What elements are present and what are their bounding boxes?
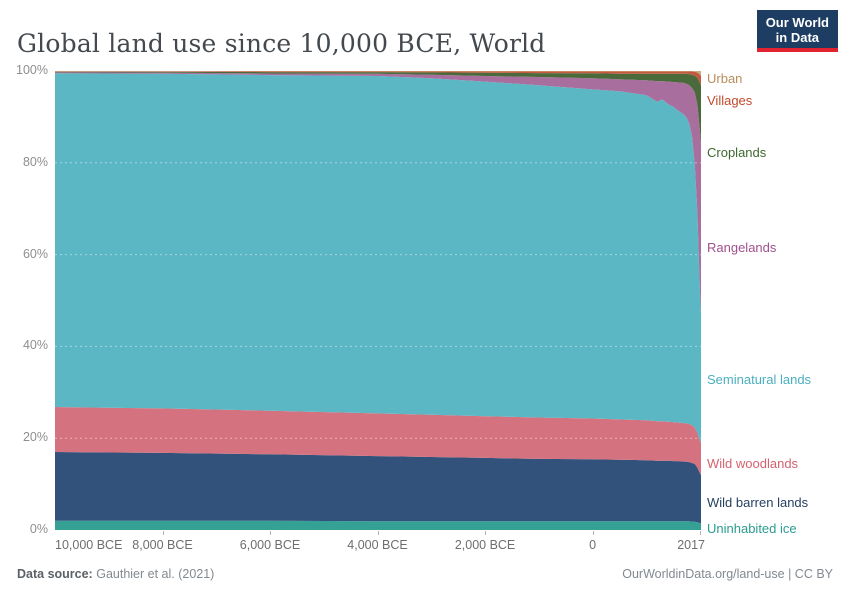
- legend-item-villages[interactable]: Villages: [707, 93, 753, 108]
- x-axis-label--10000: 10,000 BCE: [55, 538, 123, 552]
- y-axis-label-80pct: 80%: [22, 154, 48, 169]
- x-axis-label--2000: 2,000 BCE: [454, 538, 516, 552]
- owid-logo-line2: in Data: [775, 30, 820, 45]
- legend-item-rangelands[interactable]: Rangelands: [707, 240, 777, 255]
- footer-separator: |: [784, 567, 795, 581]
- area-wild-barren-lands[interactable]: [55, 452, 701, 524]
- legend-item-uninhabited-ice[interactable]: Uninhabited ice: [707, 521, 797, 536]
- x-axis-label-0: 0: [589, 538, 597, 552]
- y-axis-label-0pct: 0%: [29, 522, 48, 536]
- x-axis-label-2017: 2017: [677, 538, 705, 552]
- footer-links: OurWorldinData.org/land-use | CC BY: [622, 567, 833, 581]
- area-villages[interactable]: [55, 71, 701, 86]
- legend-item-urban[interactable]: Urban: [707, 71, 743, 86]
- legend-item-wild-barren-lands[interactable]: Wild barren lands: [707, 495, 809, 510]
- x-axis-label--4000: 4,000 BCE: [347, 538, 408, 552]
- x-axis-tick--8000: [162, 531, 164, 535]
- data-source-label: Data source:: [17, 567, 93, 581]
- legend-item-wild-woodlands[interactable]: Wild woodlands: [707, 456, 799, 471]
- data-source: Data source: Gauthier et al. (2021): [17, 567, 214, 581]
- footer: Data source: Gauthier et al. (2021) OurW…: [17, 567, 833, 581]
- owid-logo-line1: Our World: [765, 15, 829, 30]
- area-croplands[interactable]: [55, 71, 701, 145]
- page-title: Global land use since 10,000 BCE, World: [17, 28, 546, 58]
- legend-item-seminatural-lands[interactable]: Seminatural lands: [707, 372, 812, 387]
- stacked-area-chart[interactable]: [55, 71, 701, 530]
- x-axis-label--6000: 6,000 BCE: [239, 538, 301, 552]
- area-seminatural-lands[interactable]: [55, 73, 701, 443]
- plot-region: [55, 71, 701, 530]
- y-axis-label-20pct: 20%: [22, 430, 48, 445]
- owid-url-link[interactable]: OurWorldinData.org/land-use: [622, 567, 785, 581]
- area-uninhabited-ice[interactable]: [55, 520, 701, 530]
- data-source-value: Gauthier et al. (2021): [96, 567, 215, 581]
- owid-logo[interactable]: Our World in Data: [756, 10, 838, 52]
- area-wild-woodlands[interactable]: [55, 407, 701, 475]
- y-axis-label-60pct: 60%: [22, 246, 48, 261]
- x-axis-label--8000: 8,000 BCE: [132, 538, 193, 552]
- legend-item-croplands[interactable]: Croplands: [707, 145, 767, 160]
- x-axis-tick-0: [592, 531, 594, 535]
- y-axis-label-40pct: 40%: [22, 338, 48, 353]
- x-axis-tick--4000: [377, 531, 379, 535]
- x-axis-tick--2000: [485, 531, 487, 535]
- license-link[interactable]: CC BY: [794, 567, 833, 581]
- y-axis-label-100pct: 100%: [16, 63, 48, 77]
- x-axis-tick-2017: [700, 531, 701, 535]
- x-axis-tick--6000: [270, 531, 272, 535]
